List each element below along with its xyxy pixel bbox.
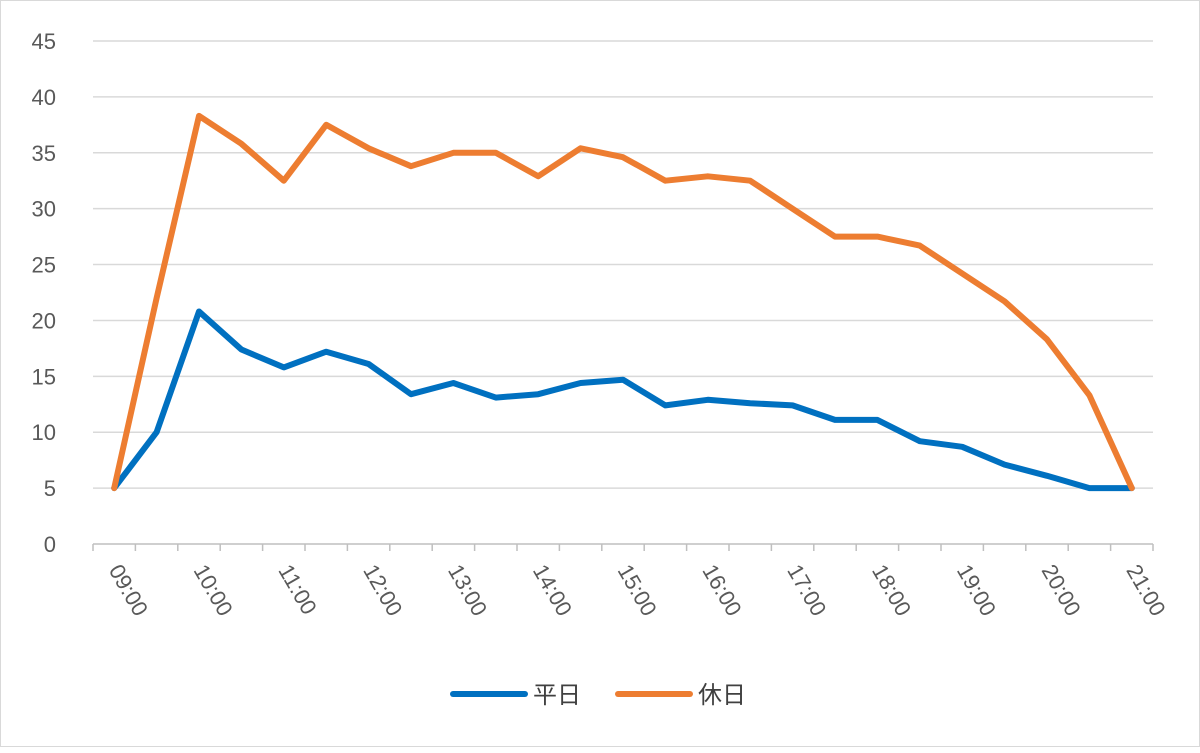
x-tick-label: 12:00: [358, 560, 407, 620]
x-tick-label: 11:00: [273, 560, 321, 619]
y-tick-label: 10: [32, 420, 56, 445]
legend: 平日 休日: [450, 682, 746, 709]
x-axis-ticks: 09:00 10:00 11:00 12:00 13:00 14:00 15:00 16:00…: [104, 560, 1171, 620]
y-axis-ticks: 0 5 10 15 20 25 30 35 40 45: [32, 29, 56, 557]
y-tick-label: 40: [32, 85, 56, 110]
series-line: [111, 112, 1135, 492]
x-tick-label: 09:00: [104, 560, 153, 620]
y-tick-label: 15: [32, 364, 56, 389]
x-tick-label: 13:00: [443, 560, 492, 620]
x-axis: [92, 543, 1154, 551]
y-tick-label: 25: [32, 253, 56, 278]
y-tick-label: 45: [32, 29, 56, 54]
y-tick-label: 5: [44, 476, 56, 501]
x-tick-label: 10:00: [189, 560, 238, 620]
x-tick-label: 20:00: [1037, 560, 1086, 620]
x-tick-label: 16:00: [697, 560, 746, 620]
series-lines: [111, 112, 1135, 492]
x-tick-label: 18:00: [867, 560, 916, 620]
y-tick-label: 0: [44, 532, 56, 557]
x-tick-label: 15:00: [613, 560, 662, 620]
x-tick-label: 14:00: [528, 560, 577, 620]
y-tick-label: 35: [32, 141, 56, 166]
x-tick-label: 19:00: [952, 560, 1001, 620]
y-tick-label: 30: [32, 197, 56, 222]
y-tick-label: 20: [32, 308, 56, 333]
series-line: [111, 308, 1135, 492]
legend-label: 平日: [533, 682, 581, 709]
legend-label: 休日: [698, 682, 746, 709]
x-tick-label: 17:00: [782, 560, 831, 620]
x-tick-label: 21:00: [1121, 560, 1170, 620]
gridlines: [93, 40, 1153, 489]
